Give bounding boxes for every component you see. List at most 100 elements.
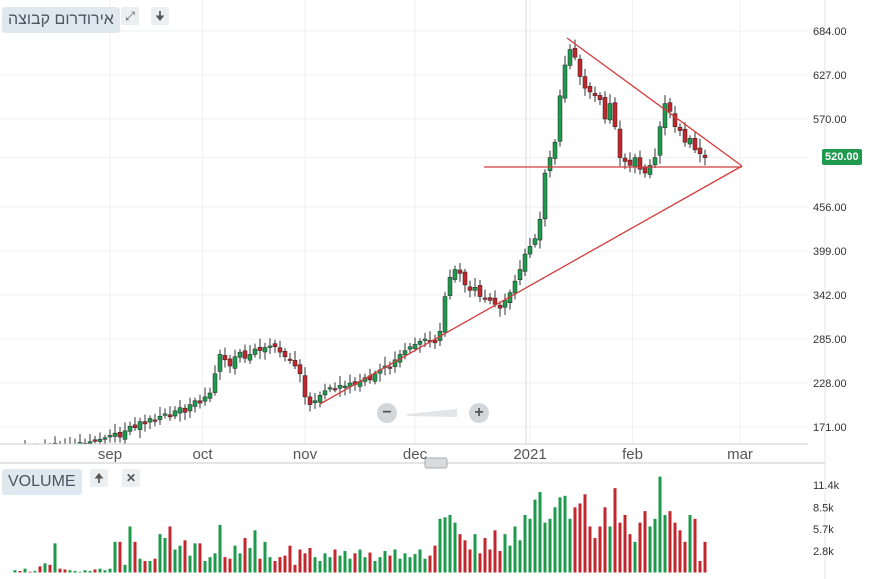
volume-bar [208, 557, 212, 573]
volume-bar [318, 560, 322, 573]
candle [402, 350, 408, 356]
candle [702, 154, 708, 158]
volume-bar [678, 530, 682, 573]
arrow-up-icon[interactable]: 🠉 [90, 469, 108, 487]
candle [297, 364, 303, 374]
candle [292, 360, 298, 367]
candle [432, 339, 438, 344]
volume-bar [603, 507, 607, 573]
volume-bar [163, 537, 167, 573]
volume-bar [588, 526, 592, 573]
volume-bar [333, 549, 337, 573]
candle [87, 441, 93, 444]
candle [112, 432, 118, 437]
candle [137, 421, 143, 430]
volume-bar [278, 557, 282, 573]
candle [692, 138, 698, 151]
volume-bar [533, 499, 537, 573]
resistance-trendline[interactable] [566, 37, 743, 167]
arrow-down-icon[interactable]: 🠋 [151, 7, 169, 25]
volume-bar [68, 570, 72, 573]
close-icon[interactable]: ✕ [122, 469, 140, 487]
candle [63, 445, 67, 447]
candle [517, 269, 523, 280]
volume-bar [683, 541, 687, 573]
volume-bars [13, 476, 707, 573]
volume-tick-label: 2.8k [813, 546, 834, 558]
volume-bar [258, 558, 262, 573]
support-trendline[interactable] [319, 165, 743, 405]
volume-bar [183, 540, 187, 573]
volume-bar [413, 554, 417, 573]
candle [13, 451, 17, 453]
price-tick-label: 399.00 [813, 246, 847, 258]
candle [477, 285, 483, 297]
volume-bar [518, 540, 522, 573]
volume-bar [243, 537, 247, 573]
zoom-out-button[interactable]: − [377, 403, 397, 423]
volume-bar [323, 553, 327, 573]
volume-bar [198, 543, 202, 573]
volume-bar [178, 545, 182, 573]
candle [372, 373, 378, 382]
volume-bar [328, 557, 332, 573]
volume-bar [153, 558, 157, 573]
volume-bar [488, 549, 492, 573]
zoom-in-button[interactable]: + [469, 403, 489, 423]
price-tick-label: 684.00 [813, 26, 847, 38]
volume-bar [458, 534, 462, 573]
volume-bar [563, 495, 567, 573]
volume-bar [83, 570, 87, 573]
volume-bar [388, 555, 392, 573]
volume-bar [358, 549, 362, 573]
volume-bar [343, 551, 347, 573]
volume-bar [113, 541, 117, 573]
volume-bar [463, 540, 467, 573]
candle [212, 373, 218, 393]
candle [342, 385, 348, 388]
volume-bar [213, 553, 217, 573]
candle [68, 446, 72, 448]
candle [312, 400, 318, 404]
volume-bar [503, 534, 507, 573]
volume-bar [168, 526, 172, 573]
volume-bar [13, 570, 17, 573]
volume-bar [698, 560, 702, 573]
volume-tick-label: 11.4k [813, 480, 840, 492]
candle [257, 346, 263, 351]
volume-bar [448, 514, 452, 573]
candle [322, 390, 328, 396]
candle [23, 449, 27, 451]
candle [677, 126, 683, 131]
volume-bar [338, 555, 342, 573]
candle [617, 128, 623, 158]
candle [627, 159, 633, 166]
expand-icon[interactable]: ⤢ [121, 7, 139, 25]
candle [117, 431, 123, 438]
trendlines[interactable] [319, 37, 743, 405]
volume-bar [118, 541, 122, 573]
volume-bar [393, 549, 397, 573]
volume-bar [248, 547, 252, 573]
grid [0, 0, 808, 444]
candle [592, 93, 598, 97]
candle [667, 102, 673, 112]
candle [222, 355, 228, 361]
candle [407, 346, 413, 350]
zoom-slider[interactable] [407, 409, 457, 417]
volume-bar [28, 571, 32, 573]
volume-bar [348, 558, 352, 573]
volume-bar [453, 522, 457, 573]
candle [177, 407, 183, 414]
candle [207, 392, 213, 399]
volume-tick-label: 5.7k [813, 524, 834, 536]
candle [657, 126, 663, 156]
candle [457, 269, 463, 274]
volume-bar [373, 560, 377, 573]
volume-bar [313, 557, 317, 573]
volume-bar [433, 545, 437, 573]
candle [412, 344, 418, 349]
candle [277, 347, 283, 353]
panel-resize-handle[interactable] [424, 457, 448, 469]
